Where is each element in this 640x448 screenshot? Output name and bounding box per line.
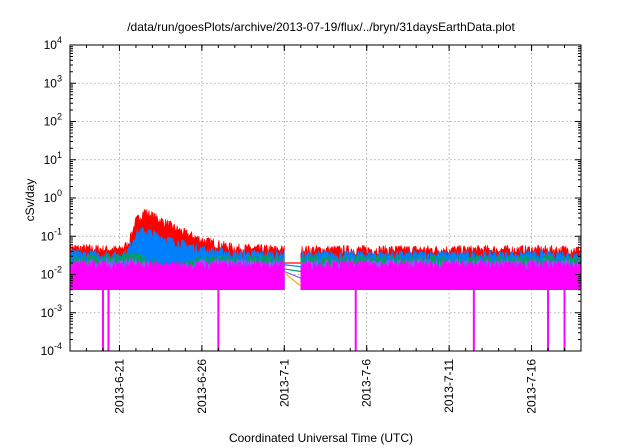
y-tick-base: 10 <box>41 344 55 358</box>
axes: 10-410-310-210-11001011021031042013-6-21… <box>41 35 582 414</box>
x-tick-label: 2013-7-6 <box>360 359 374 407</box>
plot-frame <box>69 44 582 352</box>
y-tick-label: 10-2 <box>41 265 62 282</box>
series-group <box>69 208 582 351</box>
y-tick-base: 10 <box>44 115 58 129</box>
x-tick-label: 2013-7-16 <box>525 359 539 414</box>
y-tick-base: 10 <box>44 76 58 90</box>
y-tick-label: 10-4 <box>41 341 62 358</box>
y-tick-label: 10-3 <box>41 303 62 320</box>
y-tick-exponent: -1 <box>54 226 62 236</box>
series-area <box>69 259 582 290</box>
y-tick-base: 10 <box>41 306 55 320</box>
gap-connector <box>283 272 302 287</box>
x-tick-label: 2013-6-21 <box>112 359 126 414</box>
x-tick-label: 2013-6-26 <box>195 359 209 414</box>
y-tick-label: 104 <box>44 35 62 52</box>
x-axis-label: Coordinated Universal Time (UTC) <box>229 431 413 445</box>
y-tick-exponent: 0 <box>57 188 62 198</box>
y-tick-exponent: 3 <box>57 73 62 83</box>
y-tick-label: 103 <box>44 73 62 90</box>
y-tick-exponent: 1 <box>57 150 62 160</box>
gap-connector <box>284 270 302 279</box>
y-tick-label: 102 <box>44 112 62 129</box>
gap-connector <box>284 268 301 273</box>
gap-connector <box>284 264 301 268</box>
y-tick-label: 100 <box>44 188 62 205</box>
y-tick-base: 10 <box>44 153 58 167</box>
y-tick-label: 10-1 <box>41 226 62 243</box>
y-axis-label: cSv/day <box>23 179 37 222</box>
y-tick-exponent: -2 <box>54 265 62 275</box>
grid <box>70 45 581 351</box>
y-tick-exponent: -4 <box>54 341 62 351</box>
y-tick-base: 10 <box>44 38 58 52</box>
x-tick-label: 2013-7-1 <box>277 359 291 407</box>
chart-title: /data/run/goesPlots/archive/2013-07-19/f… <box>127 20 515 34</box>
y-tick-base: 10 <box>41 268 55 282</box>
y-tick-label: 101 <box>44 150 62 167</box>
y-tick-exponent: 4 <box>57 35 62 45</box>
y-tick-exponent: -3 <box>54 303 62 313</box>
x-tick-label: 2013-7-11 <box>442 359 456 413</box>
y-tick-base: 10 <box>41 229 55 243</box>
y-tick-base: 10 <box>44 191 58 205</box>
y-tick-exponent: 2 <box>57 112 62 122</box>
